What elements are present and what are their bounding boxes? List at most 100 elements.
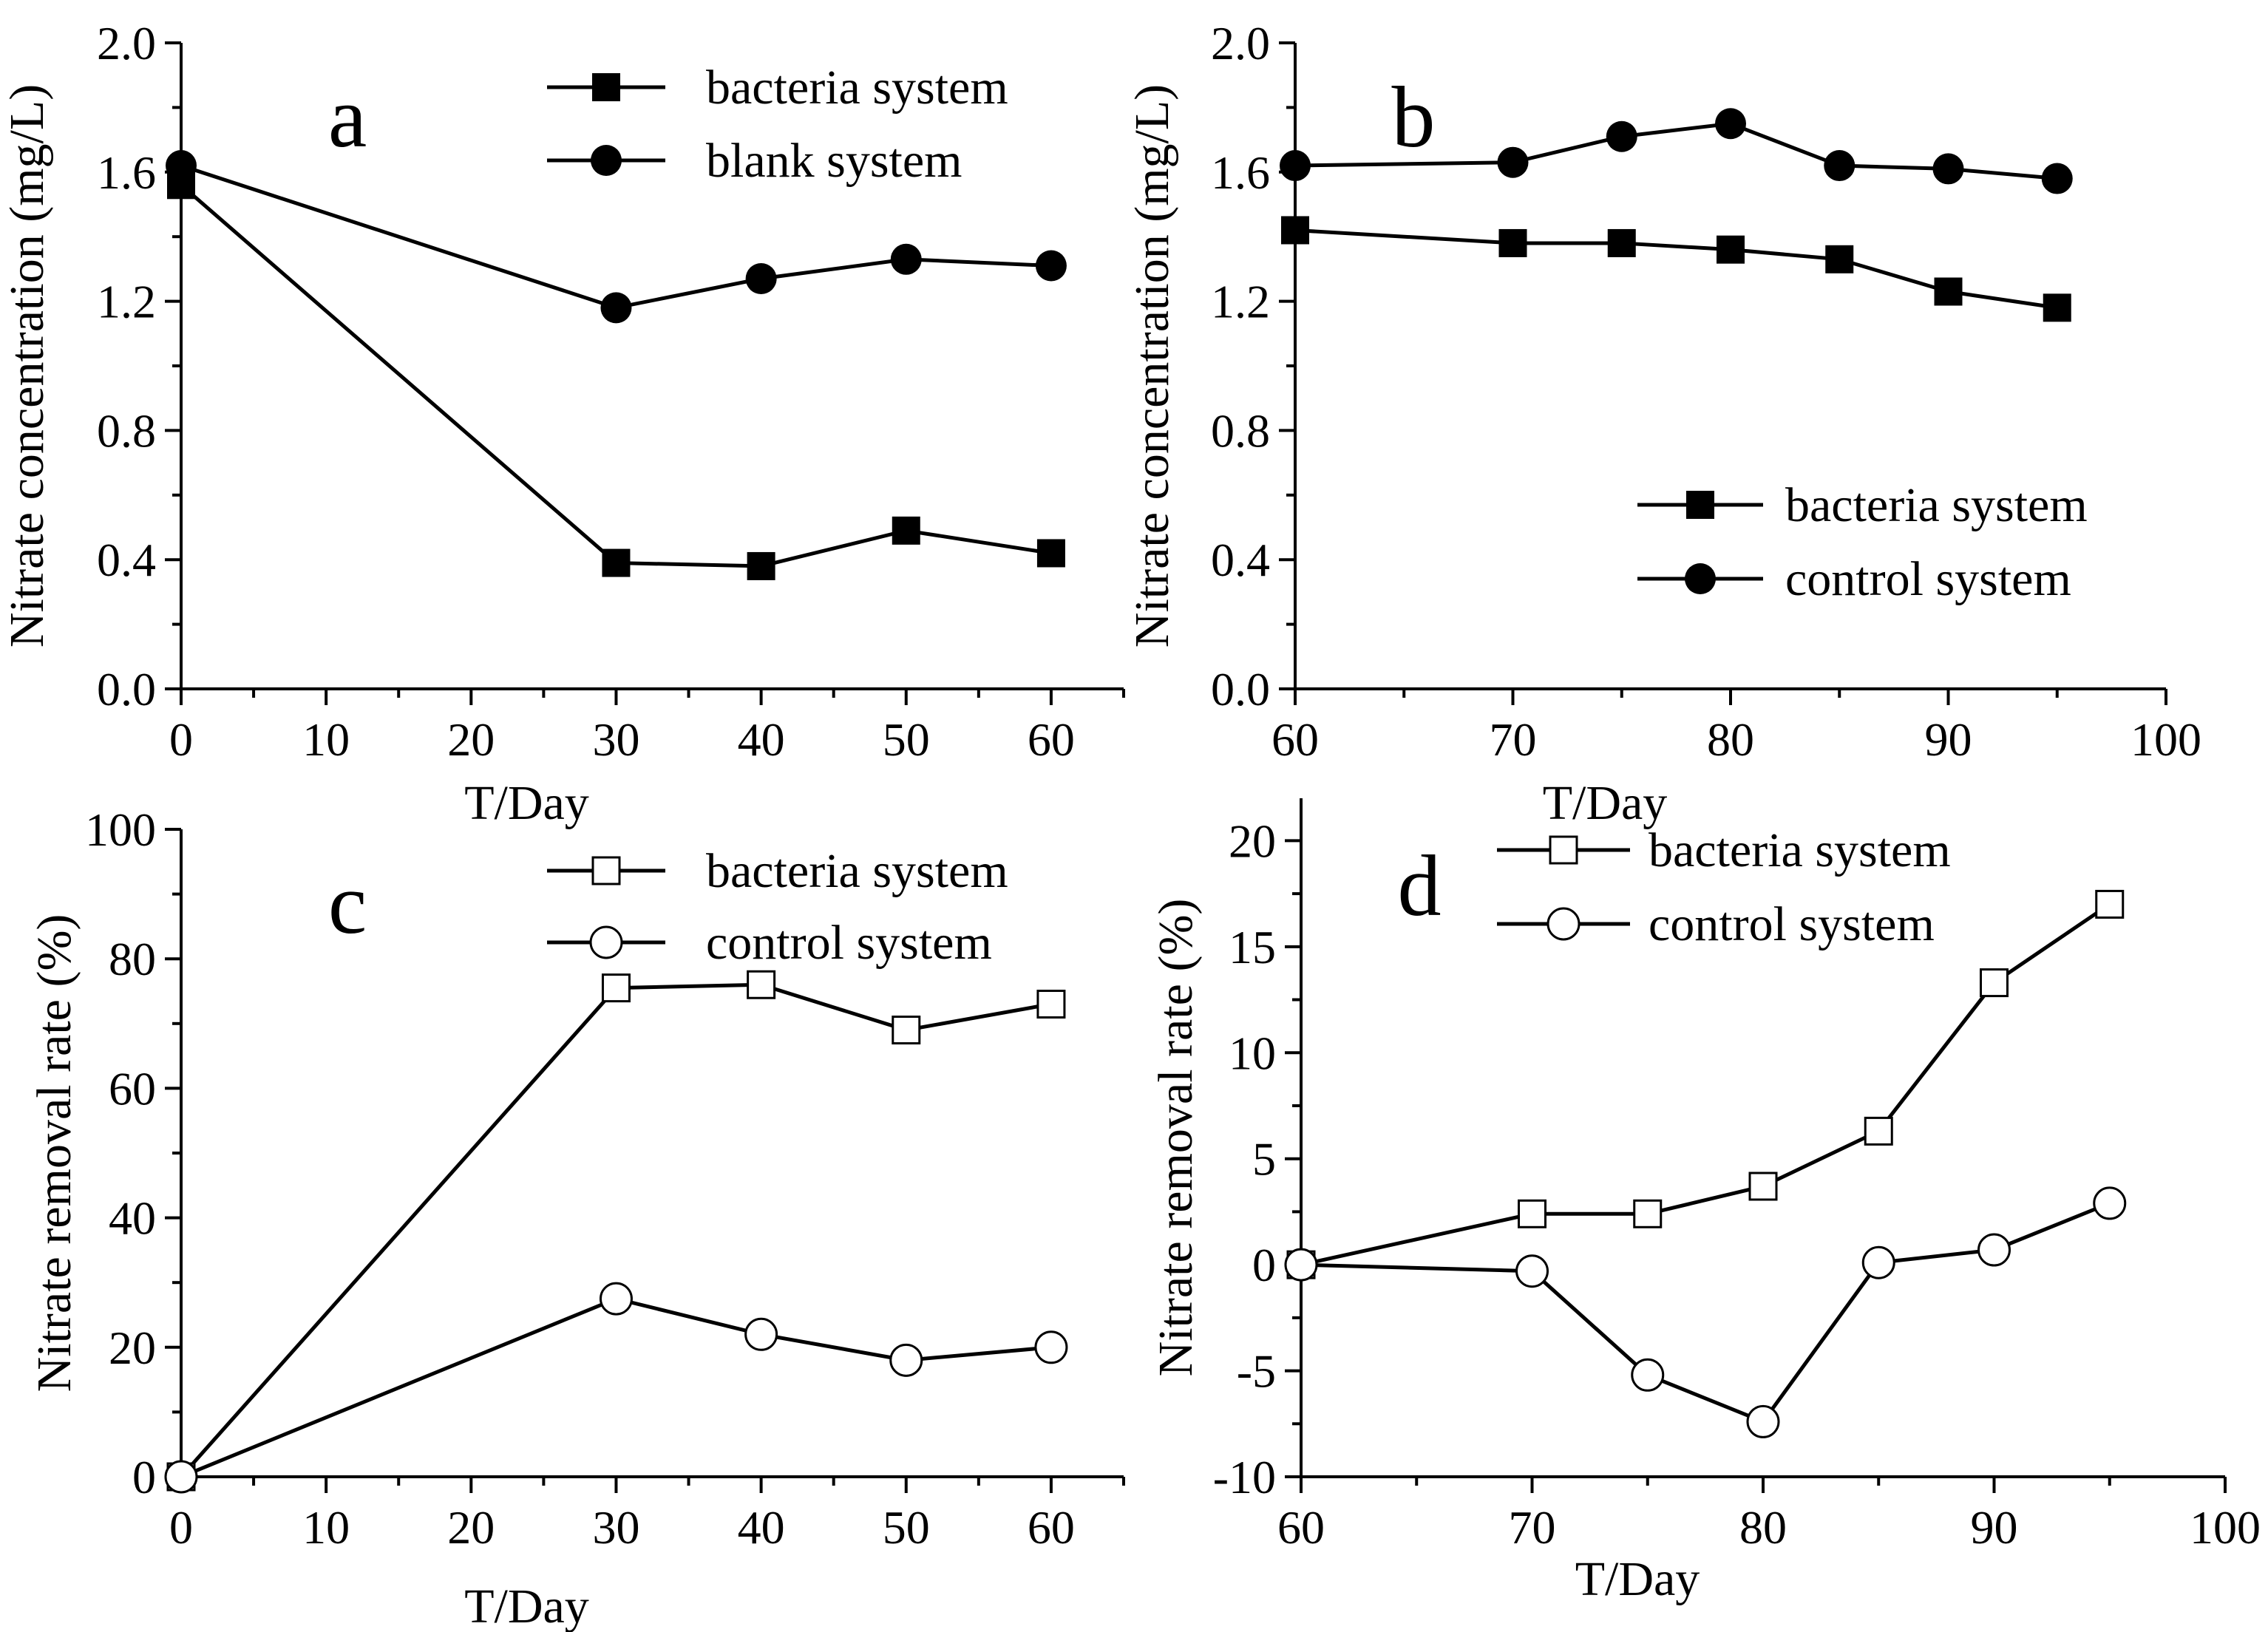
data-point — [1746, 1404, 1780, 1438]
y-tick-label: 1.2 — [97, 276, 156, 328]
series-control-system — [1280, 108, 2073, 194]
y-tick-label: 1.6 — [1211, 146, 1270, 199]
data-point — [1633, 1199, 1663, 1228]
legend-label: blank system — [706, 134, 962, 188]
data-point — [1977, 1233, 2011, 1267]
data-point — [1498, 228, 1527, 257]
legend-marker — [1686, 491, 1714, 519]
x-tick-label: 50 — [883, 1501, 930, 1554]
data-point — [601, 973, 631, 1003]
y-tick-label: 15 — [1229, 921, 1276, 973]
data-point — [1036, 539, 1065, 568]
data-point — [1932, 153, 1964, 185]
series-bacteria-system — [166, 970, 1066, 1492]
data-point — [1606, 120, 1637, 152]
legend-marker — [1549, 835, 1578, 865]
y-tick-label: 2.0 — [97, 17, 156, 69]
legend-marker — [591, 856, 621, 885]
y-tick-label: -10 — [1213, 1451, 1276, 1503]
x-axis-title: T/Day — [1575, 1552, 1700, 1606]
y-axis-title: Nitrate removal rate (%) — [1149, 899, 1203, 1377]
series-blank-system — [166, 150, 1067, 324]
data-point — [1281, 216, 1309, 245]
y-tick-label: 0.4 — [97, 534, 156, 586]
data-point — [1280, 150, 1311, 182]
legend-entry: control system — [1637, 552, 2071, 606]
series-line — [180, 982, 1052, 1478]
x-tick-label: 80 — [1707, 713, 1754, 766]
y-tick-label: 0.4 — [1211, 534, 1270, 586]
x-tick-label: 60 — [1028, 713, 1075, 766]
data-point — [164, 1460, 198, 1494]
x-tick-label: 90 — [1925, 713, 1972, 766]
data-point — [1036, 990, 1066, 1019]
x-tick-label: 90 — [1971, 1501, 2018, 1554]
x-axis-title: T/Day — [464, 1580, 589, 1632]
legend-entry: bacteria system — [547, 844, 1008, 898]
data-point — [602, 548, 631, 577]
x-tick-label: 100 — [2190, 1501, 2261, 1554]
x-tick-label: 60 — [1028, 1501, 1075, 1554]
data-point — [747, 970, 776, 999]
legend-label: control system — [706, 916, 992, 970]
x-tick-label: 0 — [169, 713, 193, 766]
legend-label: control system — [1649, 897, 1935, 951]
y-axis-title: Nitrate concentration (mg/L) — [1125, 84, 1179, 647]
x-tick-label: 30 — [592, 713, 639, 766]
y-tick-label: 80 — [109, 933, 156, 985]
data-point — [744, 1317, 778, 1351]
data-point — [1934, 277, 1963, 306]
y-tick-label: 0.8 — [1211, 404, 1270, 457]
x-tick-label: 0 — [169, 1501, 193, 1554]
y-tick-label: 20 — [109, 1322, 156, 1374]
y-tick-label: 1.6 — [97, 146, 156, 199]
y-tick-label: 100 — [85, 803, 156, 856]
data-point — [892, 516, 920, 545]
panel-d: 60 70 80 90 100 -10 -5 0 5 10 15 20 T/Day Nitrate rem… — [1149, 798, 2261, 1606]
data-point — [599, 1282, 633, 1316]
data-point — [1861, 1245, 1895, 1279]
y-tick-label: 0.8 — [97, 404, 156, 457]
legend-label: bacteria system — [1785, 478, 2088, 532]
y-tick-label: 40 — [109, 1192, 156, 1245]
y-tick-label: 0 — [132, 1451, 156, 1503]
data-point — [600, 292, 632, 324]
x-tick-label: 40 — [738, 1501, 785, 1554]
panel-label: d — [1398, 837, 1442, 934]
x-tick-label: 70 — [1490, 713, 1537, 766]
series-line — [180, 1296, 1052, 1479]
y-tick-label: -5 — [1237, 1345, 1276, 1398]
legend-entry: bacteria system — [547, 61, 1008, 115]
legend-entry: bacteria system — [1637, 478, 2088, 532]
legend-marker — [589, 925, 623, 959]
data-point — [892, 1016, 921, 1045]
data-point — [1631, 1358, 1665, 1392]
series-bacteria-system — [1281, 216, 2071, 322]
data-point — [745, 263, 777, 295]
data-point — [1034, 1330, 1068, 1364]
data-point — [889, 1343, 923, 1377]
x-tick-label: 30 — [592, 1501, 639, 1554]
x-tick-label: 60 — [1277, 1501, 1325, 1554]
x-tick-label: 20 — [447, 1501, 495, 1554]
data-point — [1284, 1248, 1318, 1282]
legend-marker — [1546, 907, 1581, 941]
legend-entry: control system — [547, 916, 992, 970]
panel-c: 0 10 20 30 40 50 60 0 20 40 60 80 100 T/Day Nitrate re… — [27, 803, 1125, 1632]
data-point — [1715, 108, 1746, 140]
data-point — [1607, 228, 1636, 257]
legend-entry: bacteria system — [1497, 823, 1951, 877]
data-point — [747, 551, 775, 580]
y-tick-label: 0.0 — [97, 663, 156, 715]
legend-marker — [591, 145, 622, 176]
x-tick-label: 40 — [738, 713, 785, 766]
series-bacteria-system — [167, 171, 1065, 580]
legend-entry: blank system — [547, 134, 962, 188]
data-point — [1515, 1254, 1549, 1288]
x-tick-label: 100 — [2131, 713, 2201, 766]
series-line — [1300, 902, 2111, 1267]
panel-label: c — [328, 855, 367, 952]
data-point — [2093, 1186, 2127, 1220]
series-line — [180, 183, 1052, 568]
